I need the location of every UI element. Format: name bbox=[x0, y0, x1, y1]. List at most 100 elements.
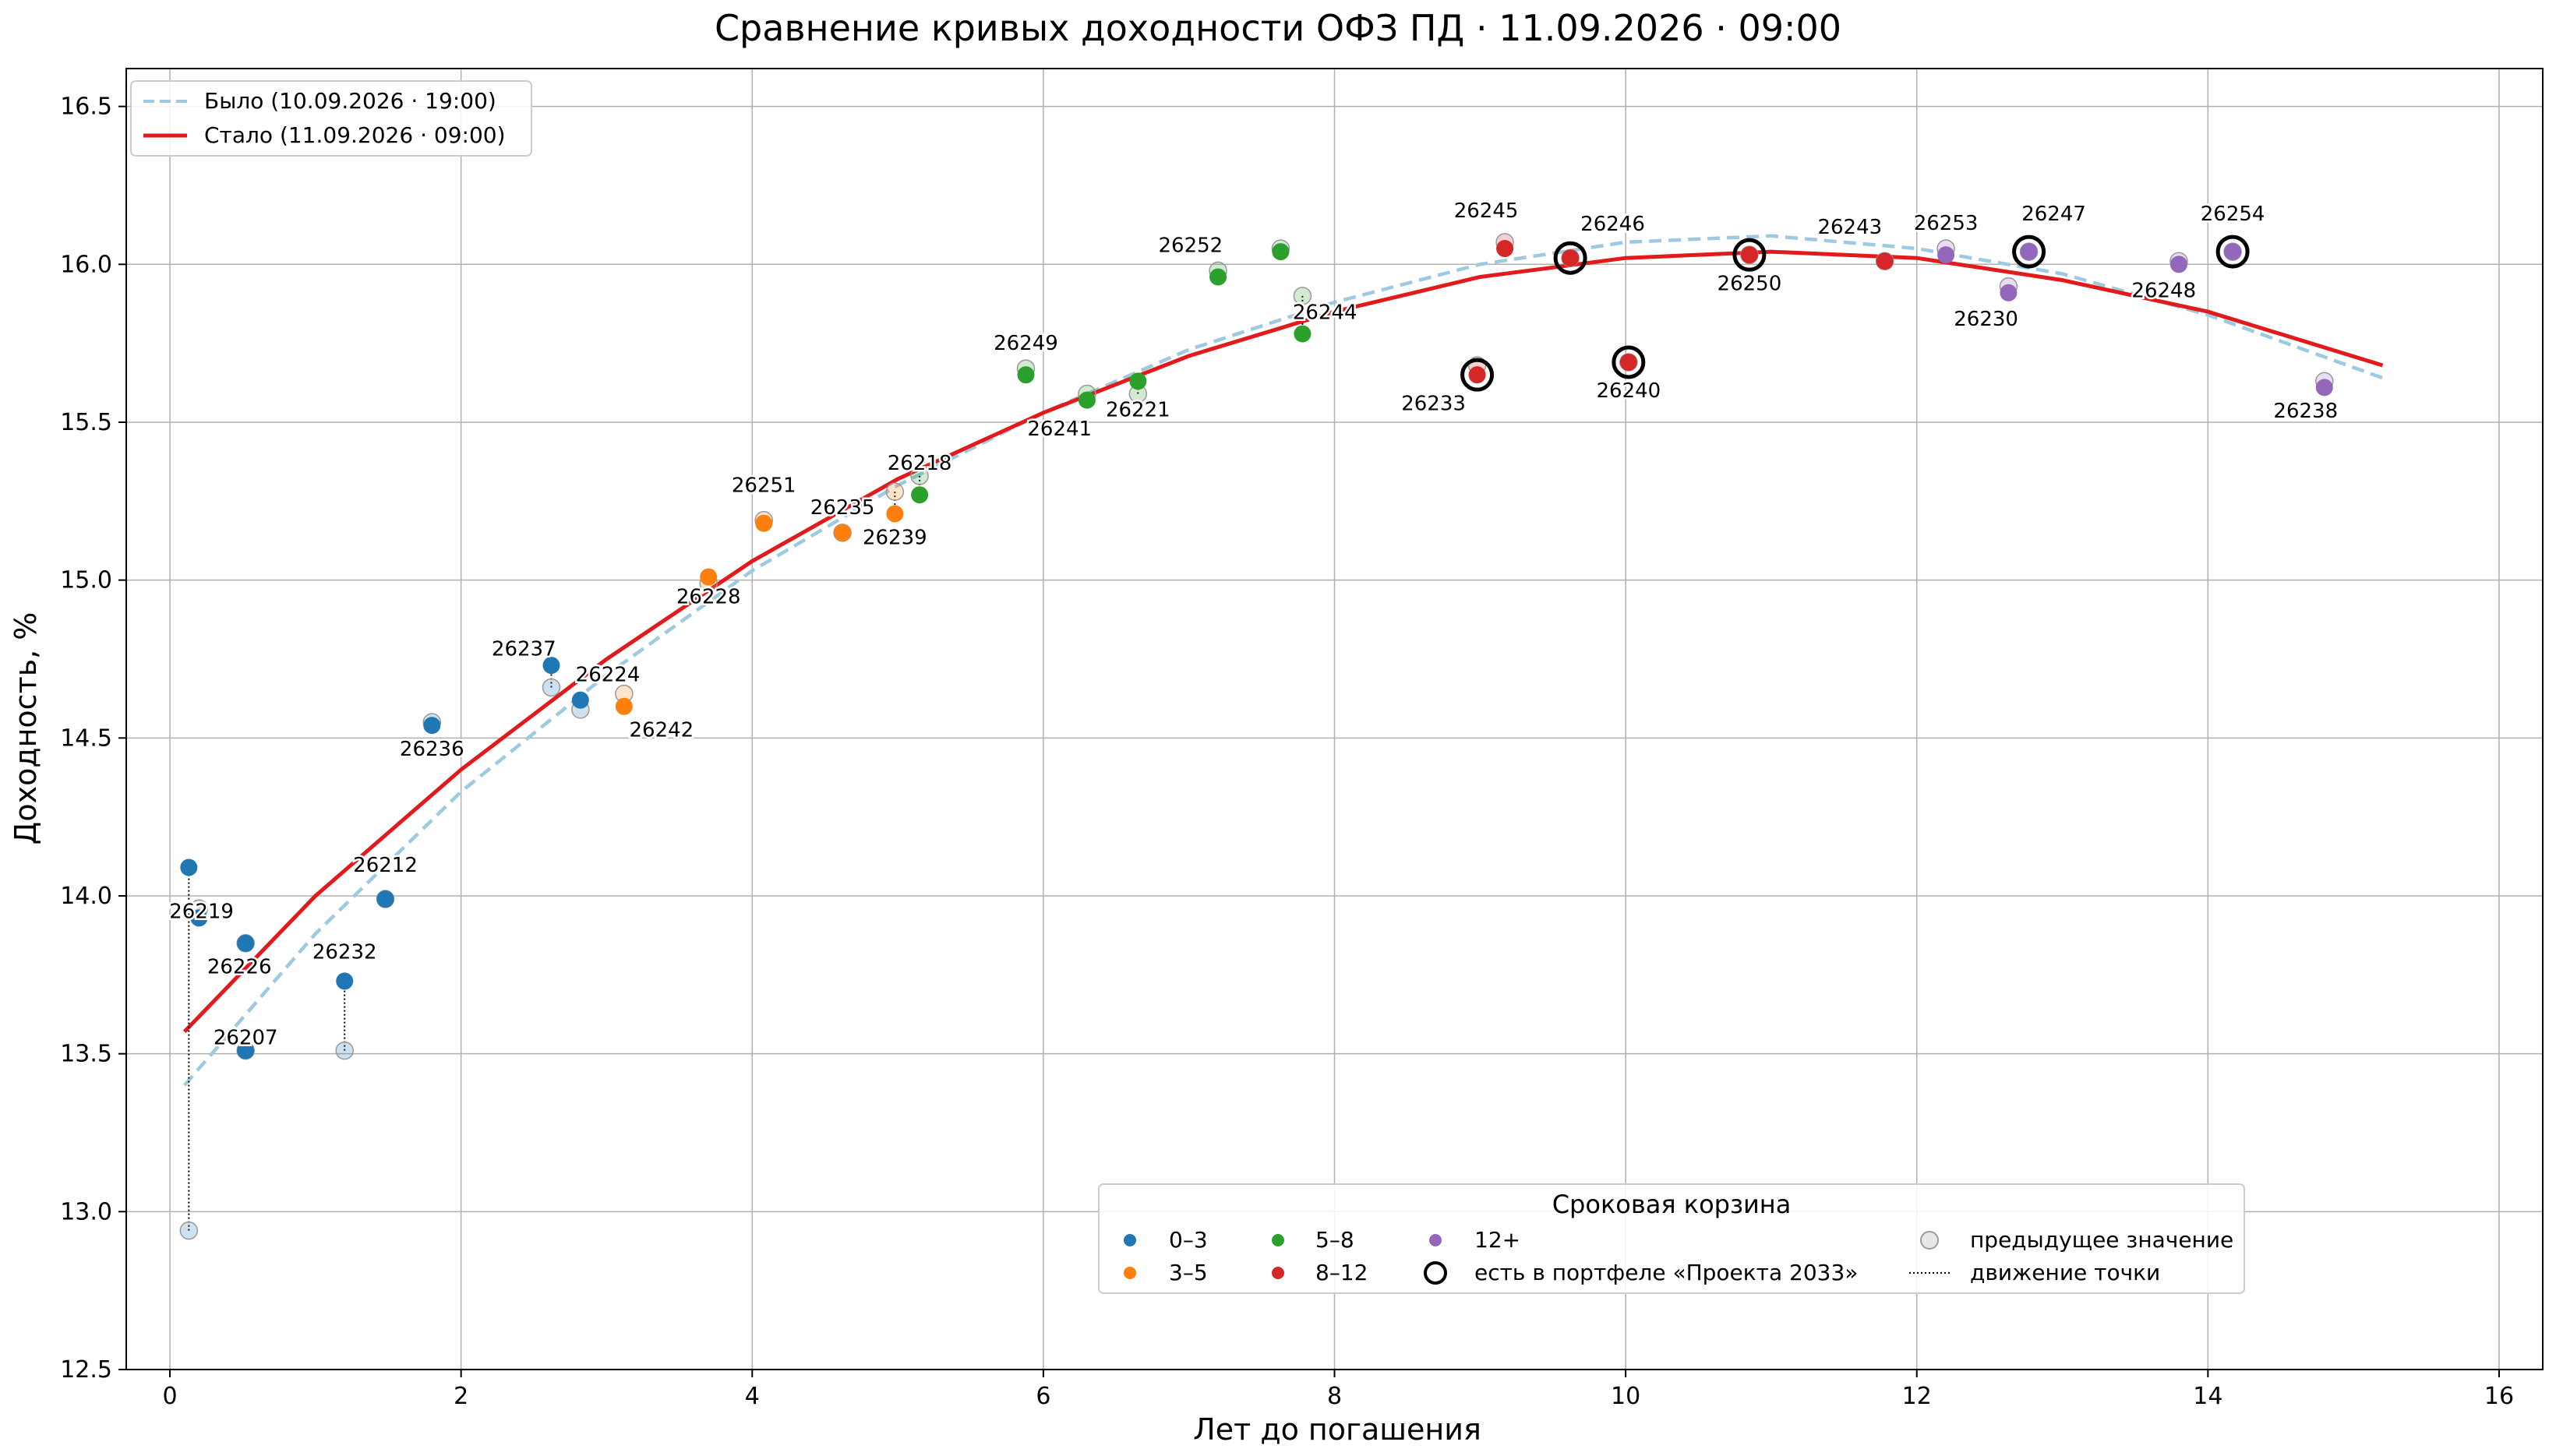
bond-point bbox=[423, 717, 441, 735]
legend-label-portfolio: есть в портфеле «Проекта 2033» bbox=[1474, 1260, 1858, 1285]
y-tick-label: 15.5 bbox=[60, 409, 112, 436]
bond-label: 26232 bbox=[312, 941, 377, 964]
bond-point bbox=[2224, 243, 2242, 261]
legend-label-after: Стало (11.09.2026 · 09:00) bbox=[204, 122, 506, 148]
portfolio-ring bbox=[1553, 241, 1587, 275]
bond-point bbox=[1619, 353, 1637, 371]
y-tick-label: 13.5 bbox=[60, 1041, 112, 1068]
bond-point bbox=[1294, 325, 1312, 343]
bond-point bbox=[1740, 246, 1758, 264]
legend-dot-8-12 bbox=[1272, 1267, 1284, 1279]
bond-point bbox=[542, 657, 560, 675]
legend-label-5-8: 5–8 bbox=[1315, 1227, 1354, 1253]
x-tick-label: 2 bbox=[454, 1383, 468, 1410]
bond-point bbox=[1496, 240, 1514, 258]
previous-point bbox=[335, 1041, 354, 1060]
bond-point bbox=[571, 691, 589, 709]
y-tick-label: 13.0 bbox=[60, 1198, 112, 1225]
x-axis-label: Лет до погашения bbox=[1193, 1412, 1481, 1447]
previous-point bbox=[542, 678, 561, 697]
bucket-legend-box bbox=[1098, 1183, 2245, 1294]
current-points bbox=[180, 240, 2333, 1059]
x-tick-label: 10 bbox=[1611, 1383, 1640, 1410]
bond-label: 26251 bbox=[732, 474, 796, 498]
x-tick-label: 14 bbox=[2193, 1383, 2222, 1410]
bond-point bbox=[1468, 366, 1486, 384]
bond-point bbox=[190, 909, 208, 927]
bond-point bbox=[1562, 249, 1580, 267]
bond-label: 26239 bbox=[863, 526, 927, 549]
curves bbox=[182, 234, 2384, 1087]
bond-label: 26243 bbox=[1817, 216, 1882, 239]
bond-point bbox=[2315, 379, 2333, 397]
y-tick-label: 16.0 bbox=[60, 251, 112, 278]
legend-label-movement: движение точки bbox=[1970, 1260, 2160, 1285]
bond-point bbox=[834, 524, 852, 541]
bond-point bbox=[615, 697, 633, 715]
curve-after bbox=[182, 249, 2384, 1034]
bond-point bbox=[237, 1042, 255, 1059]
bond-point bbox=[237, 934, 255, 952]
bond-label: 26252 bbox=[1158, 234, 1223, 258]
curve-legend-box bbox=[130, 80, 532, 157]
bond-point bbox=[1129, 372, 1147, 390]
x-tick-label: 8 bbox=[1327, 1383, 1342, 1410]
bond-label: 26219 bbox=[169, 900, 234, 923]
bond-point bbox=[336, 972, 354, 990]
legend-label-previous: предыдущее значение bbox=[1970, 1227, 2233, 1253]
y-axis-label: Доходность, % bbox=[9, 612, 43, 845]
bond-label: 26207 bbox=[214, 1027, 278, 1050]
legend-dot-12plus bbox=[1429, 1234, 1442, 1246]
bond-label: 26230 bbox=[1954, 308, 2018, 331]
y-axis-ticks: 12.5 13.0 13.5 14.0 14.5 15.0 15.5 16.0 16.5 bbox=[60, 93, 126, 1384]
legend-dot-3-5 bbox=[1124, 1267, 1136, 1279]
y-tick-label: 12.5 bbox=[60, 1356, 112, 1384]
curve-before bbox=[182, 234, 2384, 1087]
legend-dot-0-3 bbox=[1124, 1234, 1136, 1246]
bond-label: 26250 bbox=[1718, 272, 1782, 295]
bond-label: 26242 bbox=[630, 719, 694, 742]
bond-point bbox=[1017, 366, 1035, 384]
bond-point bbox=[700, 568, 718, 586]
bond-label: 26226 bbox=[207, 956, 272, 979]
legend-label-3-5: 3–5 bbox=[1169, 1260, 1208, 1285]
legend-dot-5-8 bbox=[1272, 1234, 1284, 1246]
bond-label: 26245 bbox=[1454, 199, 1519, 223]
x-tick-label: 12 bbox=[1902, 1383, 1932, 1410]
legend-label-12plus: 12+ bbox=[1474, 1227, 1520, 1253]
bond-point bbox=[2000, 284, 2018, 301]
y-tick-label: 14.5 bbox=[60, 724, 112, 752]
bond-label: 26248 bbox=[2131, 279, 2196, 302]
bond-point bbox=[1937, 246, 1955, 264]
bond-label: 26212 bbox=[353, 854, 418, 877]
bond-point bbox=[911, 486, 929, 504]
legend-label-before: Было (10.09.2026 · 19:00) bbox=[204, 88, 496, 114]
bond-label: 26228 bbox=[676, 586, 741, 609]
x-axis-ticks: 0 2 4 6 8 10 12 14 16 bbox=[162, 1370, 2514, 1410]
bond-point bbox=[2020, 243, 2038, 261]
bond-point bbox=[1272, 243, 1290, 261]
bond-labels: 26219 26226 26207 26232 26212 26236 26237 26224… bbox=[168, 198, 2340, 1052]
bond-label: 26246 bbox=[1580, 213, 1645, 236]
bond-point bbox=[755, 514, 773, 532]
bond-label: 26236 bbox=[400, 738, 464, 761]
y-tick-label: 15.0 bbox=[60, 567, 112, 594]
previous-point bbox=[179, 1221, 199, 1240]
bond-label: 26224 bbox=[576, 664, 641, 687]
previous-point bbox=[885, 482, 905, 501]
previous-point bbox=[1293, 287, 1312, 305]
bond-label: 26218 bbox=[888, 452, 952, 475]
portfolio-ring bbox=[1612, 345, 1646, 379]
bond-label: 26249 bbox=[994, 332, 1058, 355]
bond-point bbox=[1078, 391, 1096, 409]
bond-label: 26221 bbox=[1106, 398, 1170, 421]
bond-label: 26238 bbox=[2273, 400, 2338, 423]
portfolio-rings bbox=[1460, 234, 2250, 392]
portfolio-ring bbox=[1732, 238, 1767, 272]
y-tick-label: 14.0 bbox=[60, 883, 112, 910]
bond-label: 26241 bbox=[1027, 418, 1092, 441]
bond-label: 26244 bbox=[1293, 301, 1357, 324]
legend-portfolio-ring bbox=[1424, 1261, 1447, 1285]
bond-label: 26235 bbox=[810, 496, 875, 520]
